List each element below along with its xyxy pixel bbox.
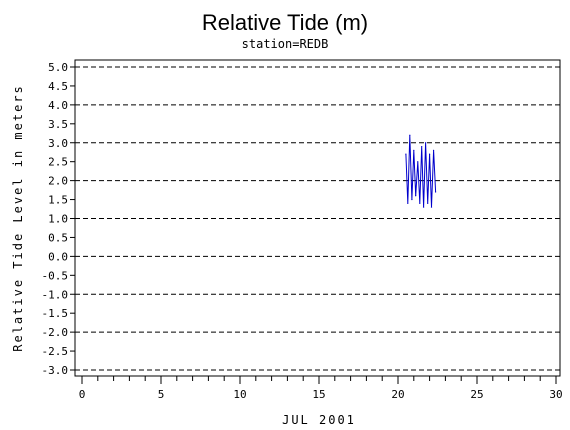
tide-data-point (415, 195, 417, 197)
y-tick-label: 1.0 (48, 213, 68, 226)
tide-data-point (417, 161, 419, 163)
tide-data-point (429, 153, 431, 155)
x-tick-label: 10 (233, 388, 246, 401)
y-tick-label: 2.5 (48, 156, 68, 169)
y-tick-label: 1.5 (48, 194, 68, 207)
tide-data-point (413, 149, 415, 151)
tide-data-point (419, 202, 421, 204)
y-axis-ticks: 5.0 4.5 4.0 3.5 3.0 2.5 2.0 1.5 1.0 0.5 0.0 -0.5 -1.… (42, 61, 75, 377)
tide-data-point (421, 145, 423, 148)
y-tick-label: 0.0 (48, 250, 68, 263)
x-tick-label: 20 (391, 388, 404, 401)
y-tick-label: 4.5 (48, 80, 68, 93)
y-tick-label: -1.0 (42, 288, 69, 301)
tide-data-point (407, 202, 409, 204)
series-layer (405, 134, 437, 208)
tide-data-point (405, 153, 407, 155)
y-tick-label: 3.0 (48, 137, 68, 150)
x-tick-label: 15 (312, 388, 325, 401)
tide-data-point (425, 142, 427, 144)
tide-data-point (411, 198, 413, 201)
y-tick-label: 4.0 (48, 99, 68, 112)
tide-data-point (427, 202, 429, 204)
x-axis-ticks: 0 5 10 15 20 25 30 (79, 376, 563, 401)
chart-subtitle: station=REDB (242, 37, 329, 51)
y-tick-label: -0.5 (42, 269, 69, 282)
x-tick-label: 0 (79, 388, 86, 401)
chart-title: Relative Tide (m) (202, 10, 368, 35)
tide-data-point (422, 206, 425, 208)
tide-data-point (435, 191, 437, 193)
x-tick-label: 5 (158, 388, 165, 401)
y-tick-label: 2.0 (48, 175, 68, 188)
y-tick-label: -2.5 (42, 345, 69, 358)
tide-data-point (409, 134, 411, 136)
y-tick-label: 3.5 (48, 118, 68, 131)
y-tick-label: -1.5 (42, 307, 69, 320)
x-axis-label: JUL 2001 (282, 413, 356, 427)
y-tick-label: 5.0 (48, 61, 68, 74)
x-tick-label: 30 (549, 388, 562, 401)
tide-data-point (430, 206, 433, 208)
grid-lines (75, 66, 560, 371)
tide-data-point (432, 149, 435, 151)
y-tick-label: -2.0 (42, 326, 69, 339)
y-tick-label: -3.0 (42, 364, 69, 377)
x-tick-label: 25 (470, 388, 483, 401)
y-tick-label: 0.5 (48, 231, 68, 244)
y-axis-label: Relative Tide Level in meters (11, 84, 25, 352)
tide-series-line (405, 135, 437, 208)
